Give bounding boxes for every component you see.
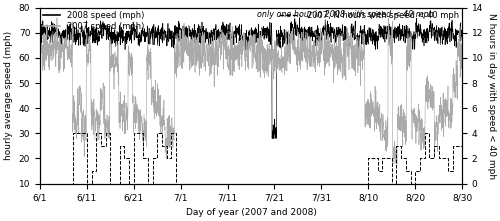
- 2008 speed (mph): [396, 25, 402, 28]
- 2008 speed (mph): [192, 23, 198, 26]
- 2008 speed (mph): [74, 35, 80, 38]
- Line: 2007, N hours with speed < 40 mph: 2007, N hours with speed < 40 mph: [40, 133, 467, 184]
- 2007, N hours with speed < 40 mph: [314, 182, 320, 185]
- 2007 speed (mph): [74, 128, 80, 131]
- Line: 2008 speed (mph): 2008 speed (mph): [40, 18, 462, 138]
- 2007, N hours with speed < 40 mph: [252, 182, 258, 185]
- 2007 speed (mph): [192, 48, 198, 50]
- 2007, N hours with speed < 40 mph: [234, 182, 240, 185]
- Line: 2007 speed (mph): 2007 speed (mph): [40, 18, 462, 164]
- 2007 speed (mph): [37, 57, 43, 60]
- Y-axis label: hourly average speed (mph): hourly average speed (mph): [4, 31, 13, 160]
- 2007 speed (mph): [454, 76, 460, 78]
- 2007 speed (mph): [106, 121, 112, 123]
- 2007 speed (mph): [396, 128, 402, 131]
- 2007 speed (mph): [54, 16, 60, 19]
- 2007, N hours with speed < 40 mph: [182, 182, 188, 185]
- Text: only one hour in 2008 with speed < 40 mph: only one hour in 2008 with speed < 40 mp…: [258, 10, 434, 19]
- X-axis label: Day of year (2007 and 2008): Day of year (2007 and 2008): [186, 208, 316, 217]
- 2008 speed (mph): [108, 42, 114, 45]
- 2008 speed (mph): [37, 35, 43, 37]
- Y-axis label: N hours in day with speed < 40 mph: N hours in day with speed < 40 mph: [487, 13, 496, 179]
- 2008 speed (mph): [459, 33, 465, 36]
- 2008 speed (mph): [269, 137, 275, 140]
- 2007, N hours with speed < 40 mph: [37, 182, 43, 185]
- 2008 speed (mph): [454, 44, 460, 46]
- 2007, N hours with speed < 40 mph: [464, 182, 470, 185]
- Legend: 2007, N hours with speed < 40 mph: 2007, N hours with speed < 40 mph: [276, 8, 462, 23]
- 2008 speed (mph): [296, 16, 302, 19]
- 2007, N hours with speed < 40 mph: [210, 182, 216, 185]
- 2007, N hours with speed < 40 mph: [70, 132, 76, 135]
- 2007 speed (mph): [459, 41, 465, 44]
- 2007 speed (mph): [108, 62, 114, 64]
- 2007 speed (mph): [390, 162, 396, 165]
- 2008 speed (mph): [106, 30, 112, 32]
- 2007, N hours with speed < 40 mph: [252, 182, 258, 185]
